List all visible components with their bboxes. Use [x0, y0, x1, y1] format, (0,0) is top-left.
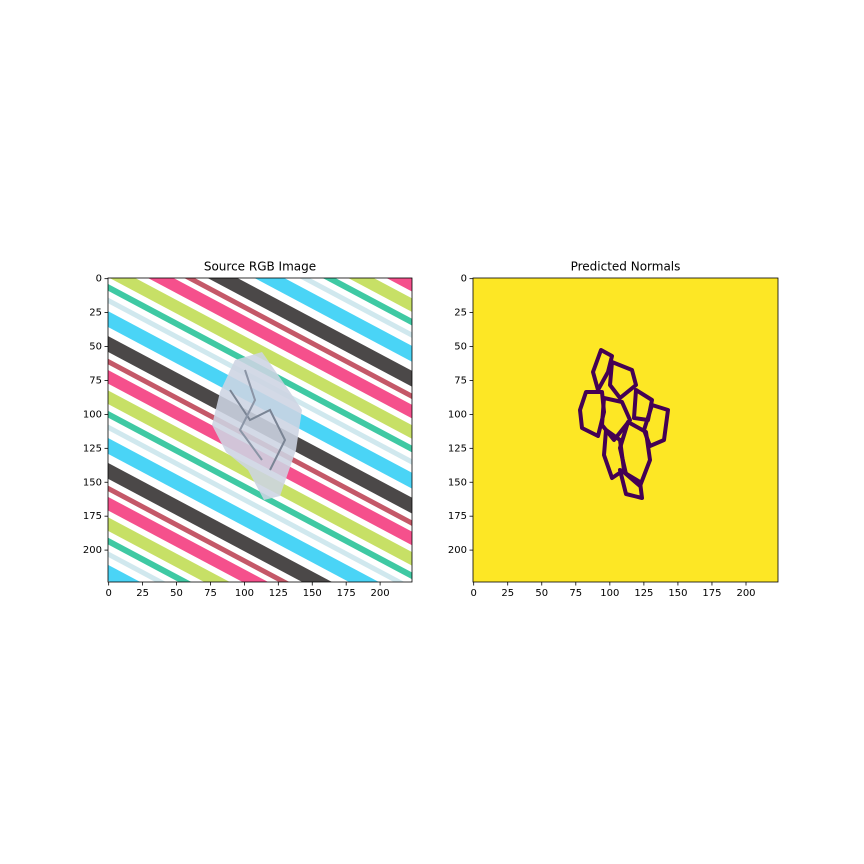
x-tick-label: 125	[634, 588, 653, 599]
x-tick-label: 25	[136, 588, 149, 599]
y-tick-label: 200	[83, 545, 102, 556]
x-tick-label: 150	[303, 588, 322, 599]
x-tick-label: 175	[702, 588, 721, 599]
x-tick-label: 125	[269, 588, 288, 599]
y-tick-label: 0	[461, 274, 467, 285]
y-tick-label: 75	[454, 375, 467, 386]
y-tick-label: 125	[448, 443, 467, 454]
x-tick-label: 75	[204, 588, 217, 599]
x-tick-label: 175	[337, 588, 356, 599]
axes-frame	[472, 277, 779, 583]
x-tick-label: 25	[501, 588, 514, 599]
y-tick-label: 100	[448, 409, 467, 420]
x-tick-label: 75	[569, 588, 582, 599]
y-tick-label: 150	[448, 477, 467, 488]
x-tick-label: 50	[535, 588, 548, 599]
y-tick-label: 50	[89, 342, 102, 353]
x-tick-label: 150	[668, 588, 687, 599]
y-tick-label: 150	[83, 477, 102, 488]
y-tick-label: 50	[454, 342, 467, 353]
y-tick-label: 25	[454, 308, 467, 319]
chart-title: Source RGB Image	[204, 260, 316, 274]
x-tick-label: 100	[600, 588, 619, 599]
y-tick-label: 200	[448, 545, 467, 556]
x-tick-label: 100	[235, 588, 254, 599]
x-tick-label: 50	[170, 588, 183, 599]
y-tick-label: 0	[96, 274, 102, 285]
normals-image	[473, 278, 778, 582]
x-tick-label: 0	[105, 588, 111, 599]
y-tick-label: 100	[83, 409, 102, 420]
y-tick-label: 125	[83, 443, 102, 454]
axes-frame	[107, 277, 413, 583]
y-tick-label: 75	[89, 375, 102, 386]
chart-title: Predicted Normals	[571, 260, 681, 274]
source-image	[108, 278, 412, 582]
x-tick-label: 0	[470, 588, 476, 599]
x-tick-label: 200	[736, 588, 755, 599]
x-tick-label: 200	[371, 588, 390, 599]
y-tick-label: 175	[83, 511, 102, 522]
y-tick-label: 175	[448, 511, 467, 522]
y-tick-label: 25	[89, 308, 102, 319]
